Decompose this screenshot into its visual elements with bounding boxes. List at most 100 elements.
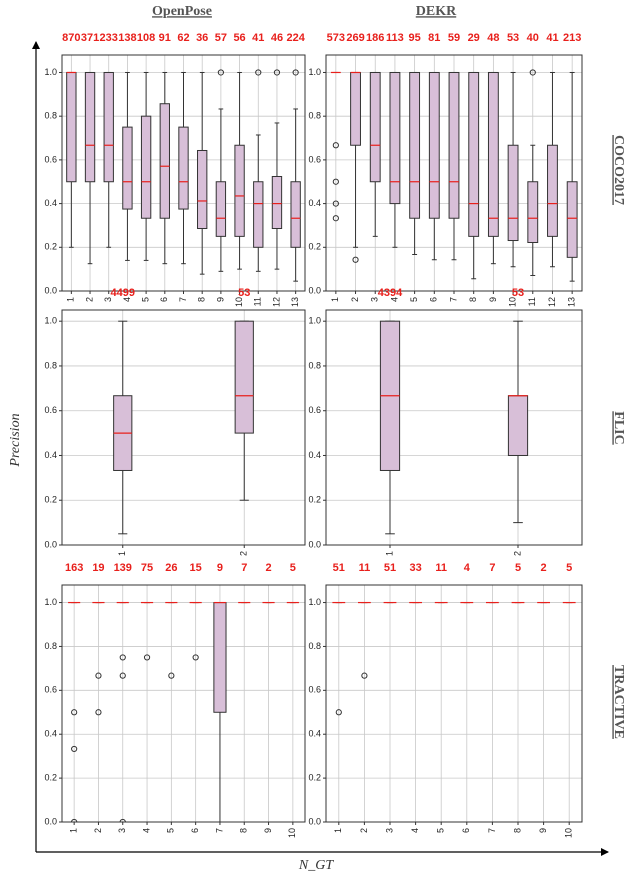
count-label: 53 — [238, 287, 250, 299]
flier — [529, 69, 536, 76]
y-tick-label: 0.6 — [44, 685, 57, 695]
flier — [71, 818, 78, 822]
box-body — [428, 71, 440, 219]
x-tick-label: 1 — [117, 551, 127, 556]
x-tick-label: 5 — [140, 297, 150, 302]
y-tick-label: 0.4 — [44, 729, 57, 739]
y-tick-label: 0.8 — [308, 111, 321, 121]
flier — [95, 709, 102, 716]
box — [468, 71, 480, 280]
count-label: 4 — [464, 562, 471, 574]
flier — [119, 672, 126, 679]
box-body — [103, 71, 114, 183]
count-label: 11 — [435, 562, 447, 574]
flier — [71, 745, 78, 753]
box — [389, 71, 401, 248]
box-body — [215, 181, 227, 237]
plot-frame — [61, 54, 306, 292]
box — [332, 601, 346, 716]
plot-frame — [325, 309, 583, 546]
x-tick-label: 13 — [290, 297, 300, 307]
box-body — [271, 175, 283, 230]
box-body — [253, 181, 264, 248]
y-tick-label: 0.4 — [308, 450, 321, 460]
count-label: 51 — [333, 562, 345, 574]
count-label: 7 — [241, 562, 247, 574]
count-label: 11 — [359, 562, 371, 574]
box — [103, 71, 114, 248]
flier — [255, 69, 262, 76]
x-tick-label: 4 — [141, 828, 151, 833]
count-label: 7 — [489, 562, 495, 574]
x-tick-label: 6 — [159, 297, 169, 302]
box — [234, 320, 254, 501]
box-body — [213, 602, 227, 713]
count-label: 186 — [366, 32, 384, 44]
y-tick-label: 0.8 — [308, 360, 321, 370]
box — [165, 601, 178, 679]
box-body — [468, 71, 480, 237]
y-tick-label: 0.2 — [44, 495, 57, 505]
count-label: 2 — [541, 562, 547, 574]
box-body — [66, 71, 77, 183]
flier — [335, 709, 342, 716]
y-tick-label: 0.0 — [44, 816, 57, 826]
x-tick-label: 9 — [263, 828, 273, 833]
y-tick-label: 0.6 — [44, 405, 57, 415]
count-label: 4394 — [378, 287, 403, 299]
x-tick-label: 7 — [448, 297, 458, 302]
box — [140, 71, 152, 261]
count-label: 4499 — [111, 287, 135, 299]
x-tick-label: 10 — [287, 828, 297, 838]
box — [234, 71, 245, 270]
box-body — [178, 126, 189, 210]
count-label: 870 — [62, 32, 80, 44]
plot-frame — [61, 309, 306, 546]
flier — [332, 142, 339, 149]
count-label: 15 — [190, 562, 202, 574]
plot-frame — [325, 54, 583, 292]
flier — [332, 178, 339, 185]
x-tick-label: 2 — [359, 828, 369, 833]
box-body — [409, 71, 421, 219]
plot-frame — [325, 584, 583, 823]
flier — [352, 256, 359, 263]
flier — [192, 654, 199, 661]
box-body — [122, 126, 133, 210]
count-label: 95 — [408, 32, 420, 44]
x-tick-label: 7 — [487, 828, 497, 833]
plot-area — [326, 585, 582, 822]
x-tick-label: 9 — [488, 297, 498, 302]
x-tick-label: 2 — [93, 828, 103, 833]
plot-area — [326, 310, 582, 545]
box — [507, 71, 519, 268]
count-label: 108 — [137, 32, 155, 44]
count-label: 57 — [215, 32, 227, 44]
box — [409, 71, 421, 256]
count-label: 40 — [527, 32, 539, 44]
count-label: 51 — [384, 562, 396, 574]
x-tick-label: 1 — [66, 297, 76, 302]
box — [566, 71, 578, 282]
box-body — [527, 181, 539, 243]
box-body — [350, 71, 361, 146]
count-label: 33 — [409, 562, 421, 574]
flier — [332, 200, 339, 207]
box-body — [290, 181, 301, 248]
x-tick-label: 5 — [166, 828, 176, 833]
x-tick-label: 2 — [350, 297, 360, 302]
count-label: 9 — [217, 562, 223, 574]
box — [122, 71, 133, 261]
y-tick-label: 0.8 — [44, 111, 57, 121]
box-body — [507, 144, 519, 242]
box — [189, 601, 202, 661]
x-tick-label: 4 — [410, 828, 420, 833]
flier — [95, 672, 102, 679]
x-tick-label: 8 — [468, 297, 478, 302]
box-body — [547, 144, 558, 237]
box — [178, 71, 189, 265]
box-body — [566, 181, 578, 258]
y-tick-label: 0.6 — [44, 154, 57, 164]
box-body — [234, 320, 254, 434]
